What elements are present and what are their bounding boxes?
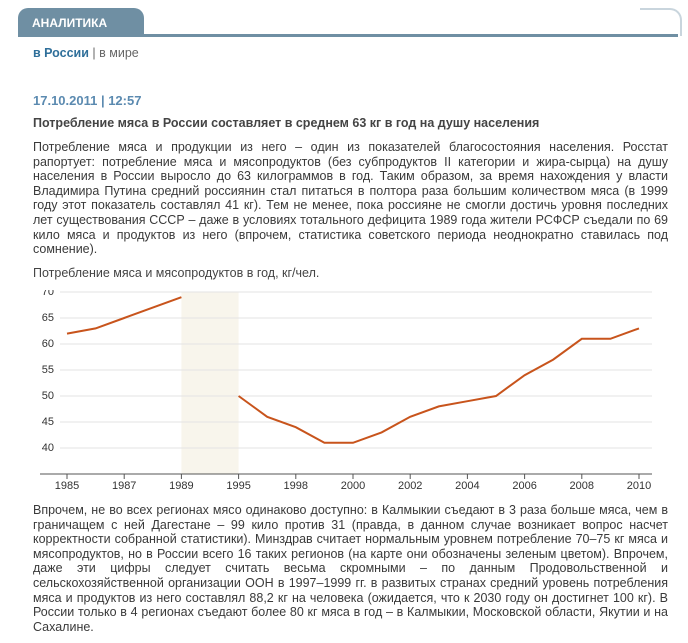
y-tick-label: 45 [42,416,54,428]
section-tab[interactable]: АНАЛИТИКА [18,8,144,36]
chart: 40 45 50 55 60 65 70 1985 1987 1989 1995 1998 2000 20… [40,290,652,492]
paragraph: Впрочем, не во всех регионах мясо одинак… [33,503,668,634]
x-tick-label: 1987 [112,480,136,492]
y-tick-label: 50 [42,390,54,402]
y-tick-label: 60 [42,338,54,350]
x-tick-label: 2000 [341,480,365,492]
x-tick-label: 2004 [455,480,479,492]
paragraph: Потребление мяса и продукции из него – о… [33,140,668,257]
x-tick-label: 1989 [169,480,193,492]
y-tick-label: 55 [42,364,54,376]
x-tick-label: 2008 [570,480,594,492]
x-tick-label: 1985 [55,480,79,492]
tab-bar-corner [640,8,682,36]
nav-separator: | [92,46,96,60]
nav: в России | в мире [33,46,139,60]
nav-link[interactable]: в мире [99,46,139,60]
x-tick-label: 2002 [398,480,422,492]
y-tick-label: 70 [42,290,54,298]
date: 17.10.2011 | 12:57 [33,93,142,108]
y-tick-label: 40 [42,442,54,454]
headline: Потребление мяса в России составляет в с… [33,116,540,130]
chart-title: Потребление мяса и мясопродуктов в год, … [33,266,320,280]
y-tick-label: 65 [42,312,54,324]
x-tick-label: 1998 [284,480,308,492]
nav-link[interactable]: в России [33,46,89,60]
x-tick-label: 1995 [226,480,250,492]
tab-bar [18,34,678,37]
data-line [66,296,640,444]
gap-band [181,292,239,474]
x-tick-label: 2006 [512,480,536,492]
x-tick-label: 2010 [627,480,651,492]
